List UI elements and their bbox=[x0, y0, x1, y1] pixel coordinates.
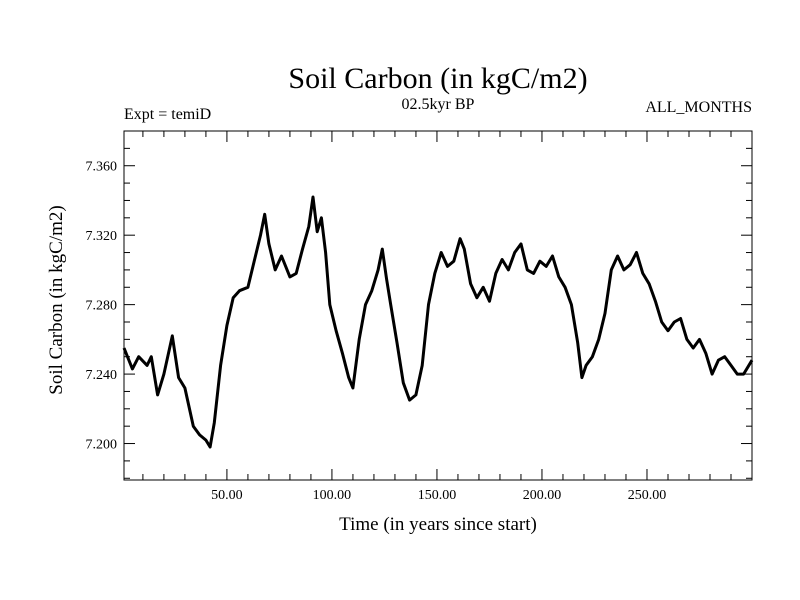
y-axis-label: Soil Carbon (in kgC/m2) bbox=[46, 205, 67, 394]
plot-frame bbox=[123, 130, 753, 481]
x-tick-label: 100.00 bbox=[313, 488, 352, 503]
y-tick-label: 7.240 bbox=[86, 368, 118, 383]
plot-area: 50.00 100.00 150.00 200.00 250.00 7.200 7.240 7… bbox=[86, 130, 754, 503]
x-tick-label: 250.00 bbox=[628, 488, 667, 503]
period-label: 02.5kyr BP bbox=[402, 96, 475, 113]
y-tick-label: 7.280 bbox=[86, 299, 118, 314]
x-axis-label: Time (in years since start) bbox=[339, 514, 537, 535]
chart-title: Soil Carbon (in kgC/m2) bbox=[288, 62, 587, 95]
y-tick-label: 7.200 bbox=[86, 438, 118, 453]
x-tick-label: 50.00 bbox=[211, 488, 243, 503]
x-tick-label: 200.00 bbox=[523, 488, 562, 503]
y-tick-label: 7.320 bbox=[86, 229, 118, 244]
soil-carbon-line bbox=[122, 195, 754, 449]
x-tick-label: 150.00 bbox=[418, 488, 457, 503]
months-label: ALL_MONTHS bbox=[645, 99, 752, 116]
y-tick-label: 7.360 bbox=[86, 160, 118, 175]
experiment-label: Expt = temiD bbox=[124, 106, 211, 123]
